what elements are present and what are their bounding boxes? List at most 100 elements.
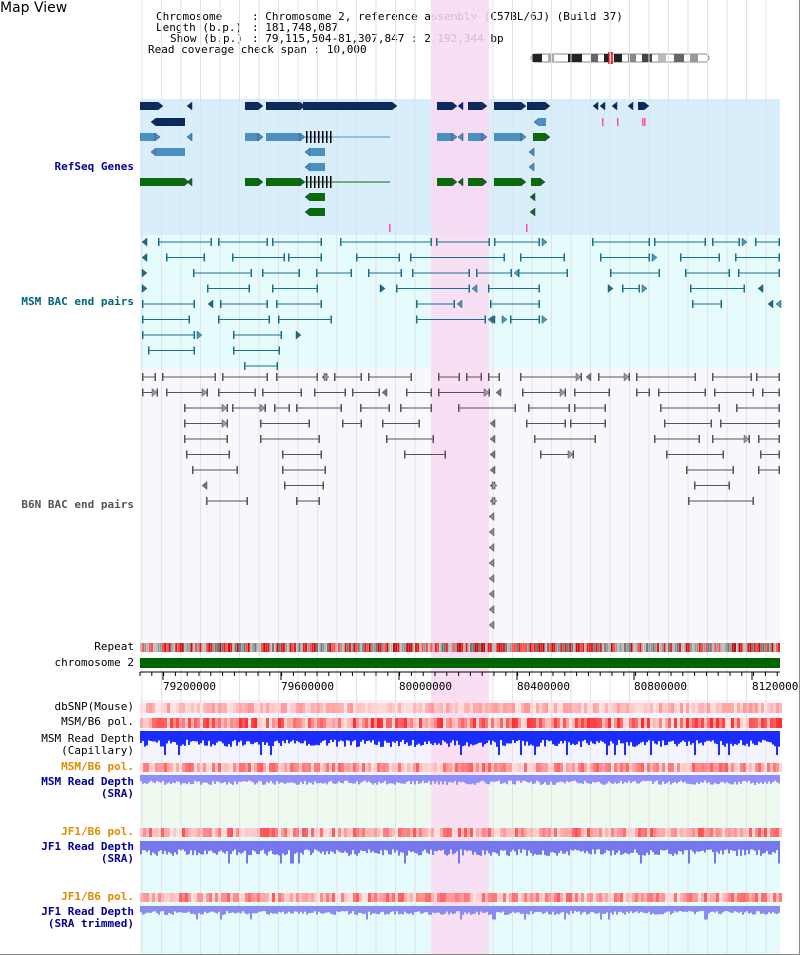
msm-pol-cell (638, 718, 641, 728)
msm-bac-end (607, 284, 614, 293)
msm-depth-sra-bar (206, 775, 208, 783)
jf1-depth-trimmed-bar (212, 906, 214, 912)
jf1-depth-sra-bar (204, 841, 206, 851)
jf1-depth-sra-bar (590, 841, 592, 855)
jf1-depth-sra-bar (604, 841, 606, 853)
track-label-jf1-depth-trimmed: JF1 Read Depth (SRA trimmed) (41, 905, 134, 930)
jf1-pol-cell (773, 828, 776, 837)
b6n-bac-pair-end (604, 419, 606, 428)
jf1-depth-sra-bar (406, 841, 408, 856)
msm-depth-capillary-bar (646, 731, 648, 743)
jf1-pol-trimmed-cell (629, 893, 632, 902)
jf1-pol-trimmed-cell (776, 893, 779, 902)
jf1-depth-trimmed-bar (282, 906, 284, 912)
dbsnp-cell (491, 703, 494, 713)
msm-depth-sra-bar (176, 775, 178, 782)
msm-depth-capillary-bar (612, 731, 614, 744)
repeat-element (368, 643, 371, 652)
msm-depth-capillary-bar (742, 731, 744, 745)
jf1-depth-sra-bar (256, 841, 258, 854)
msm-depth-sra-bar (696, 775, 698, 783)
jf1-depth-trimmed-bar (696, 906, 698, 913)
refseq-marker (389, 224, 391, 232)
jf1-depth-sra-bar (344, 841, 346, 852)
jf1-pol-trimmed-cell (338, 893, 341, 902)
refseq-gene-arrow (257, 132, 264, 142)
msm-pol-cell (182, 718, 185, 728)
repeat-element (456, 643, 459, 652)
msm-pol-sra-cell (698, 763, 701, 772)
msm-pol-cell (284, 718, 287, 728)
msm-depth-sra-bar (428, 775, 430, 782)
jf1-depth-trimmed-bar (390, 906, 392, 912)
jf1-depth-sra-bar (610, 841, 612, 856)
jf1-pol-cell (407, 828, 410, 837)
msm-depth-capillary-bar (680, 731, 682, 743)
b6n-bac-pair-end (342, 419, 344, 428)
jf1-depth-trimmed-bar (472, 906, 474, 915)
jf1-pol-cell (719, 828, 722, 837)
jf1-pol-cell (413, 828, 416, 837)
dbsnp-cell (305, 703, 308, 713)
b6n-bac-end (559, 388, 566, 397)
msm-depth-capillary-bar (666, 731, 668, 745)
jf1-pol-cell (692, 828, 695, 837)
msm-depth-capillary-bar (488, 731, 490, 741)
msm-pol-cell (356, 718, 359, 728)
msm-depth-capillary-bar (664, 731, 666, 746)
jf1-depth-trimmed-bar (290, 906, 292, 914)
msm-depth-capillary-bar (288, 731, 290, 744)
msm-depth-sra-bar (282, 775, 284, 783)
msm-pol-cell (419, 718, 422, 728)
msm-pol-sra-cell (674, 763, 677, 772)
jf1-depth-sra-bar (456, 841, 458, 852)
msm-pol-cell (692, 718, 695, 728)
msm-pol-sra-cell (371, 763, 374, 772)
msm-depth-sra-bar (664, 775, 666, 784)
dbsnp-cell (707, 703, 710, 713)
msm-depth-capillary-bar (684, 731, 686, 742)
repeat-element (349, 643, 351, 652)
jf1-pol-cell (299, 828, 302, 837)
msm-depth-sra-bar (732, 775, 734, 785)
b6n-bac-pair-end (778, 419, 780, 428)
jf1-depth-sra-bar (734, 841, 736, 851)
track-features[interactable] (140, 101, 782, 920)
b6n-bac-pair-end (598, 373, 600, 381)
jf1-depth-trimmed-bar (344, 906, 346, 912)
b6n-bac-pair-end (648, 388, 650, 397)
msm-depth-capillary-bar (528, 731, 530, 746)
repeat-element (278, 643, 281, 652)
msm-depth-capillary-bar (622, 731, 624, 744)
b6n-bac-pair-end (712, 373, 714, 381)
msm-depth-sra-bar (240, 775, 242, 783)
msm-pol-cell (476, 718, 479, 728)
highlight-band (431, 0, 489, 955)
jf1-pol-trimmed-cell (164, 893, 167, 902)
msm-pol-sra-cell (320, 763, 323, 772)
b6n-bac-pair-end (714, 388, 716, 397)
dbsnp-cell (338, 703, 341, 713)
jf1-depth-trimmed-bar (700, 906, 702, 912)
jf1-pol-trimmed-cell (143, 893, 146, 902)
msm-depth-sra-bar (724, 775, 726, 784)
msm-depth-sra-bar (296, 775, 298, 785)
jf1-depth-sra-bar (336, 841, 338, 850)
msm-depth-capillary-bar (514, 731, 516, 743)
jf1-pol-cell (674, 828, 677, 837)
jf1-depth-sra-bar (626, 841, 628, 854)
msm-depth-capillary-bar (468, 731, 470, 747)
b6n-bac-pair-end (520, 373, 522, 381)
msm-depth-capillary-bar (554, 731, 556, 746)
msm-pol-cell (752, 718, 755, 728)
repeat-element (316, 643, 318, 652)
msm-depth-sra-bar (256, 775, 258, 784)
msm-pol-sra-cell (755, 763, 758, 772)
jf1-depth-sra-bar (742, 841, 744, 850)
repeat-element (465, 643, 468, 652)
msm-depth-capillary-bar (710, 731, 712, 742)
msm-bac-pair-end (400, 269, 402, 277)
msm-depth-sra-bar (744, 775, 746, 781)
dbsnp-cell (533, 703, 536, 713)
